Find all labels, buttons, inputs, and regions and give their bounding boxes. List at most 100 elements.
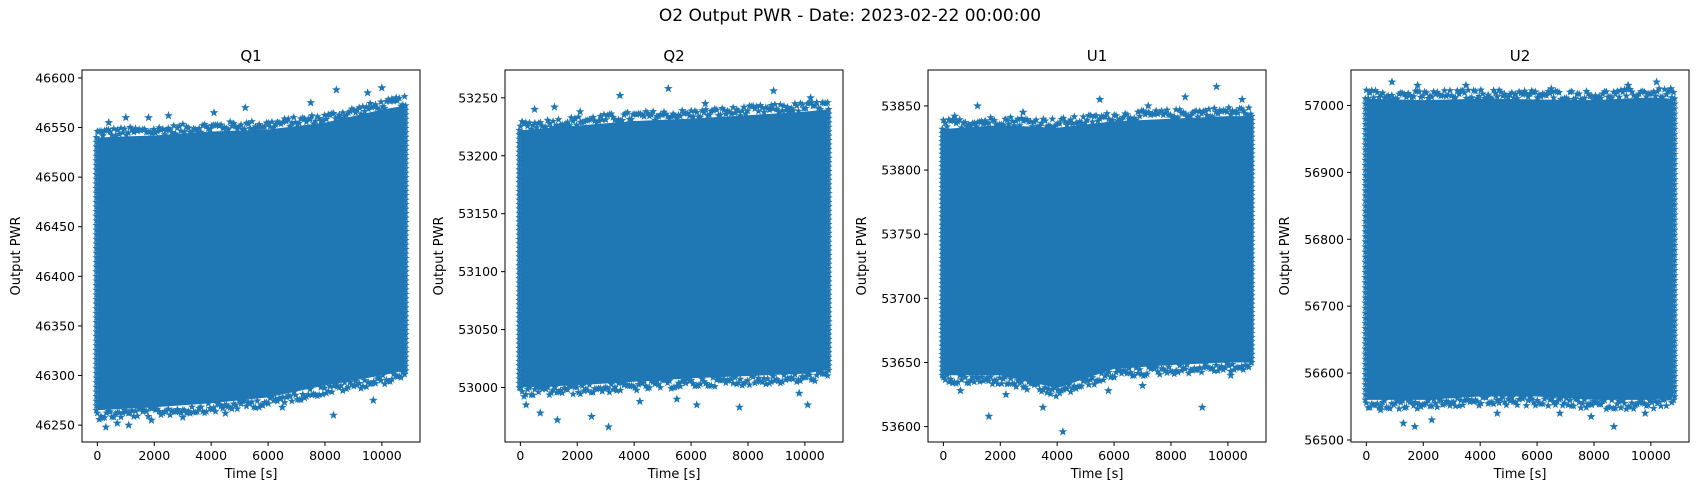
scatter-point — [1070, 112, 1079, 121]
scatter-point — [1433, 88, 1442, 96]
scatter-point — [92, 151, 101, 160]
scatter-point — [824, 361, 833, 370]
scatter-point — [938, 199, 947, 208]
scatter-point — [1367, 399, 1376, 408]
scatter-point — [1172, 105, 1181, 113]
scatter-point — [1670, 392, 1679, 400]
scatter-point — [401, 294, 410, 303]
scatter-point — [92, 387, 101, 396]
scatter-point — [812, 98, 821, 106]
scatter-point — [1453, 394, 1462, 402]
scatter-point — [1549, 93, 1558, 102]
scatter-point — [206, 125, 215, 133]
scatter-point — [1670, 336, 1679, 345]
scatter-point — [366, 99, 375, 107]
scatter-outlier — [973, 101, 982, 110]
scatter-point — [1558, 95, 1567, 103]
scatter-point — [1090, 380, 1099, 388]
scatter-point — [401, 231, 410, 240]
scatter-point — [92, 207, 101, 215]
scatter-point — [92, 290, 101, 299]
scatter-point — [747, 371, 756, 380]
scatter-point — [660, 107, 668, 116]
scatter-point — [824, 352, 833, 361]
scatter-point — [1361, 166, 1370, 174]
scatter-point — [244, 119, 253, 128]
scatter-point — [300, 393, 309, 402]
scatter-point — [683, 374, 692, 383]
scatter-point — [1247, 279, 1256, 287]
scatter-point — [291, 390, 300, 399]
scatter-point — [120, 124, 129, 133]
scatter-point — [1247, 270, 1256, 279]
scatter-point — [1104, 114, 1113, 123]
scatter-point — [92, 313, 101, 322]
scatter-point — [824, 206, 833, 215]
scatter-point — [344, 383, 353, 391]
scatter-point — [1502, 92, 1511, 100]
scatter-point — [1023, 385, 1031, 393]
scatter-point — [397, 101, 405, 110]
scatter-point — [1246, 109, 1255, 118]
scatter-point — [515, 261, 524, 269]
scatter-point — [337, 114, 345, 122]
scatter-point — [1361, 242, 1370, 251]
scatter-outlier — [144, 113, 153, 122]
scatter-point — [371, 100, 380, 108]
scatter-point — [401, 236, 410, 244]
scatter-point — [712, 105, 721, 114]
axes-frame — [504, 69, 844, 443]
scatter-point — [1239, 365, 1248, 374]
scatter-point — [1021, 382, 1030, 391]
scatter-outlier — [277, 402, 287, 411]
scatter-point — [1247, 132, 1256, 141]
scatter-point — [638, 110, 647, 119]
scatter-point — [1467, 395, 1476, 404]
scatter-point — [92, 221, 101, 229]
scatter-point — [1247, 137, 1256, 145]
scatter-point — [1208, 112, 1217, 121]
scatter-point — [215, 400, 224, 408]
scatter-outlier — [164, 111, 173, 120]
figure-title: O2 Output PWR - Date: 2023-02-22 00:00:0… — [658, 6, 1042, 26]
scatter-point — [1064, 380, 1073, 388]
scatter-point — [938, 250, 947, 258]
scatter-point — [652, 377, 661, 385]
scatter-point — [217, 120, 225, 129]
x-tick-label: 6000 — [1098, 448, 1130, 463]
scatter-point — [1361, 206, 1370, 215]
scatter-point — [572, 383, 581, 391]
scatter-point — [700, 377, 708, 385]
subplot-q2: 0 2000 4000 6000 8000 10000 53000 53050 53100 531… — [432, 47, 844, 482]
scatter-outlier — [1226, 370, 1236, 379]
scatter-point — [1012, 382, 1021, 391]
scatter-point — [1662, 401, 1671, 410]
scatter-point — [1431, 399, 1440, 407]
scatter-point — [401, 348, 410, 356]
scatter-point — [760, 374, 768, 382]
scatter-point — [938, 300, 947, 308]
scatter-point — [1458, 86, 1467, 95]
scatter-point — [111, 131, 120, 140]
scatter-point — [938, 362, 947, 371]
scatter-point — [180, 127, 189, 135]
scatter-point — [674, 110, 683, 119]
scatter-point — [92, 373, 101, 382]
scatter-point — [678, 106, 687, 114]
scatter-point — [149, 403, 158, 411]
scatter-point — [752, 102, 761, 110]
scatter-point — [209, 403, 218, 411]
scatter-point — [1247, 187, 1256, 195]
scatter-point — [92, 216, 101, 225]
scatter-point — [824, 264, 833, 272]
scatter-point — [1515, 87, 1524, 96]
scatter-point — [401, 155, 410, 163]
scatter-point — [1626, 402, 1634, 411]
scatter-point — [1398, 89, 1407, 97]
scatter-point — [115, 408, 124, 416]
scatter-point — [630, 383, 639, 392]
scatter-point — [1008, 117, 1017, 125]
scatter-point — [701, 105, 710, 113]
